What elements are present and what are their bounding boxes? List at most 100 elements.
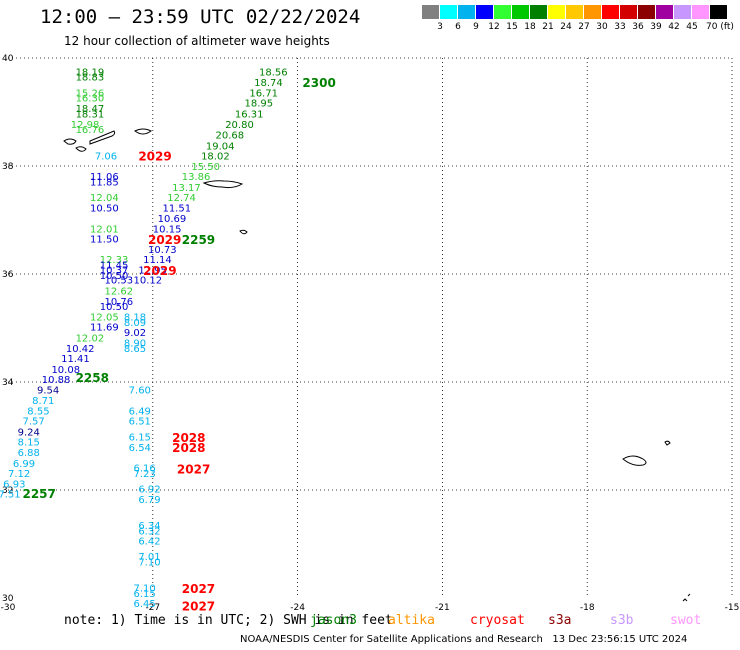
colorbar-cell: [620, 5, 637, 19]
colorbar-cell: [674, 5, 691, 19]
swh-value-label: 6.54: [129, 443, 151, 454]
swh-value-label: 11.14: [143, 255, 172, 266]
swh-value-label: 7.01: [138, 552, 160, 563]
colorbar-label: 30: [596, 22, 608, 32]
swh-value-label: 7.51: [0, 490, 21, 501]
swh-value-label: 6.49: [129, 406, 151, 417]
satellite-cryosat: cryosat: [470, 613, 525, 628]
swh-value-label: 12.74: [167, 193, 196, 204]
swh-value-label: 10.50: [100, 271, 129, 282]
swh-value-label: 8.55: [27, 406, 49, 417]
swh-value-label: 9.24: [18, 427, 40, 438]
pass-time-label: 2257: [22, 487, 55, 501]
swh-value-label: 16.30: [76, 94, 105, 105]
swh-value-label: 8.09: [124, 318, 146, 329]
swh-value-label: 6.88: [18, 448, 40, 459]
chart-title: 12:00 – 23:59 UTC 02/22/2024: [40, 6, 361, 28]
satellite-s3b: s3b: [610, 613, 634, 628]
colorbar-cell: [584, 5, 601, 19]
lat-tick-label: 30: [2, 594, 14, 604]
colorbar-label: 70 (ft): [706, 22, 734, 32]
swh-value-label: 8.65: [124, 344, 146, 355]
swh-value-label: 11.45: [100, 261, 129, 272]
colorbar-cell: [422, 5, 439, 19]
swh-value-label: 12.02: [76, 334, 105, 345]
lon-tick-label: -30: [1, 603, 16, 613]
swh-value-label: 11.85: [90, 177, 119, 188]
swh-value-label: 12.95: [138, 265, 167, 276]
swh-value-label: 7.23: [133, 469, 155, 480]
island-sao-miguel: [202, 180, 244, 189]
colorbar-label: 36: [632, 22, 644, 32]
pass-time-label: 2027: [177, 462, 210, 476]
island-corvo: [75, 146, 87, 152]
satellite-swot: swot: [670, 613, 702, 628]
satellite-jason3: jason3: [310, 613, 357, 628]
swh-value-label: 10.69: [158, 214, 187, 225]
swh-value-label: 10.08: [51, 365, 80, 376]
colorbar-cell: [566, 5, 583, 19]
pass-time-label: 2029: [148, 233, 181, 247]
colorbar-cell: [656, 5, 673, 19]
swh-value-label: 12.01: [90, 224, 119, 235]
colorbar-label: 6: [455, 22, 461, 32]
colorbar-label: 45: [686, 22, 698, 32]
lon-tick-label: -21: [435, 603, 450, 613]
swh-value-label: 10.88: [42, 375, 71, 386]
pass-time-label: 2027: [182, 599, 215, 613]
swh-value-label: 13.86: [182, 172, 211, 183]
island-pico: [89, 130, 116, 145]
swh-value-label: 6.45: [133, 599, 155, 610]
colorbar-label: 15: [506, 22, 518, 32]
colorbar-label: 24: [560, 22, 572, 32]
swh-value-label: 11.50: [90, 235, 119, 246]
swh-value-label: 8.71: [32, 396, 54, 407]
footer-note: note: 1) Time is in UTC; 2) SWH is in fe…: [64, 613, 393, 628]
colorbar-label: 21: [542, 22, 554, 32]
lat-tick-label: 34: [2, 378, 14, 388]
lon-tick-label: -15: [725, 603, 740, 613]
satellite-s3a: s3a: [548, 613, 572, 628]
colorbar-cell: [494, 5, 511, 19]
swh-value-label: 6.34: [138, 521, 160, 532]
swh-value-label: 6.42: [138, 537, 160, 548]
colorbar-cell: [692, 5, 709, 19]
colorbar-cell: [458, 5, 475, 19]
swh-value-label: 7.10: [138, 558, 160, 569]
colorbar-cell: [602, 5, 619, 19]
swh-value-label: 8.15: [18, 438, 40, 449]
colorbar-label: 42: [668, 22, 680, 32]
swh-value-label: 9.54: [37, 385, 59, 396]
swh-value-label: 10.73: [148, 245, 177, 256]
swh-value-label: 11.69: [90, 323, 119, 334]
island-porto-santo: [664, 440, 671, 446]
island-desertas: [682, 593, 691, 602]
swh-value-label: 10.50: [100, 302, 129, 313]
lat-tick-label: 40: [2, 54, 14, 64]
pass-time-label: 2258: [76, 371, 109, 385]
chart-subtitle: 12 hour collection of altimeter wave hei…: [64, 34, 330, 48]
colorbar-cell: [512, 5, 529, 19]
swh-value-label: 10.37: [100, 265, 129, 276]
swh-value-label: 6.79: [138, 495, 160, 506]
swh-value-label: 6.16: [133, 464, 155, 475]
swh-value-label: 6.93: [3, 479, 25, 490]
swh-values: 18.5618.7416.7118.9516.3120.8020.6819.04…: [0, 67, 288, 610]
swh-value-label: 10.50: [90, 203, 119, 214]
swh-value-label: 18.47: [76, 104, 105, 115]
lat-tick-label: 38: [2, 162, 14, 172]
swh-value-label: 12.98: [71, 120, 100, 131]
swh-value-label: 7.10: [133, 584, 155, 595]
swh-value-label: 13.17: [172, 183, 201, 194]
swh-value-label: 18.56: [259, 67, 288, 78]
swh-value-label: 10.76: [105, 297, 134, 308]
swh-value-label: 16.76: [76, 125, 105, 136]
lat-tick-label: 32: [2, 486, 13, 496]
island-terceira: [134, 128, 152, 135]
swh-value-label: 18.31: [76, 109, 105, 120]
swh-value-label: 20.80: [225, 120, 254, 131]
credit-line: NOAA/NESDIS Center for Satellite Applica…: [240, 634, 688, 645]
swh-value-label: 9.02: [124, 328, 146, 339]
swh-value-label: 18.19: [76, 67, 105, 78]
